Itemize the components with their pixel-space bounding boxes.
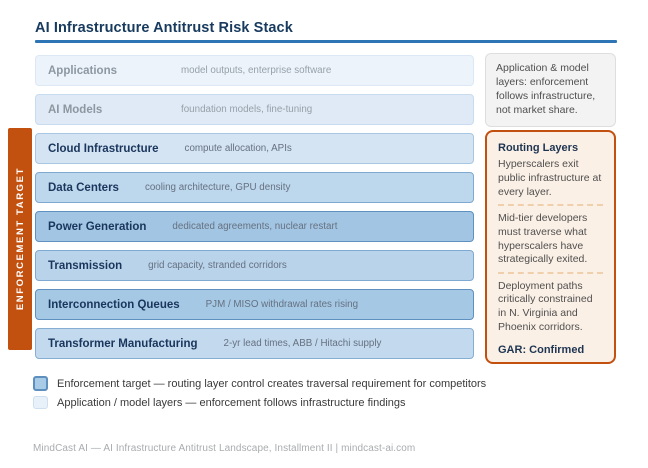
layer-name: Cloud Infrastructure — [48, 142, 159, 155]
stack-layer-interconnection-queues: Interconnection Queues PJM / MISO withdr… — [35, 289, 474, 320]
layer-sublabel: PJM / MISO withdrawal rates rising — [205, 299, 359, 310]
legend-swatch-enforcement-target — [33, 376, 48, 391]
layer-sublabel: model outputs, enterprise software — [181, 65, 332, 76]
layer-name: AI Models — [48, 103, 103, 116]
legend-row-application: Application / model layers — enforcement… — [33, 396, 486, 409]
stack-layer-applications: Applications model outputs, enterprise s… — [35, 55, 474, 86]
layer-sublabel: foundation models, fine-tuning — [181, 104, 313, 115]
layer-name: Applications — [48, 64, 118, 77]
routing-para-deployment: Deployment paths critically constrained … — [498, 279, 593, 333]
stack-layer-transformer-manufacturing: Transformer Manufacturing 2-yr lead time… — [35, 328, 474, 359]
dashed-divider — [498, 204, 603, 207]
dashed-divider — [498, 271, 603, 274]
legend-swatch-application-layers — [33, 396, 48, 409]
layer-sublabel: grid capacity, stranded corridors — [148, 260, 287, 271]
enforcement-target-label: ENFORCEMENT TARGET — [14, 167, 26, 311]
layer-name: Transformer Manufacturing — [48, 337, 198, 350]
layer-sublabel: compute allocation, APIs — [184, 143, 292, 154]
page-title: AI Infrastructure Antitrust Risk Stack — [35, 20, 293, 36]
title-underline — [35, 40, 617, 43]
legend-label: Enforcement target — routing layer contr… — [57, 377, 487, 390]
layer-name: Transmission — [48, 259, 123, 272]
layer-sublabel: dedicated agreements, nuclear restart — [172, 221, 338, 232]
app-model-note-callout: Application & model layers: enforcement … — [485, 53, 616, 127]
gar-status: GAR: Confirmed — [498, 344, 585, 357]
risk-stack: Applications model outputs, enterprise s… — [35, 55, 474, 359]
stack-layer-data-centers: Data Centers cooling architecture, GPU d… — [35, 172, 474, 203]
stack-layer-cloud-infrastructure: Cloud Infrastructure compute allocation,… — [35, 133, 474, 164]
layer-name: Data Centers — [48, 181, 119, 194]
layer-name: Interconnection Queues — [48, 298, 180, 311]
legend-label: Application / model layers — enforcement… — [57, 396, 406, 409]
stack-layer-power-generation: Power Generation dedicated agreements, n… — [35, 211, 474, 242]
footer-credit: MindCast AI — AI Infrastructure Antitrus… — [33, 443, 416, 454]
stack-layer-ai-models: AI Models foundation models, fine-tuning — [35, 94, 474, 125]
stack-layer-transmission: Transmission grid capacity, stranded cor… — [35, 250, 474, 281]
enforcement-target-band: ENFORCEMENT TARGET — [8, 128, 32, 350]
layer-name: Power Generation — [48, 220, 147, 233]
layer-sublabel: 2-yr lead times, ABB / Hitachi supply — [223, 338, 382, 349]
routing-layers-heading: Routing Layers — [498, 142, 579, 154]
legend-row-enforcement: Enforcement target — routing layer contr… — [33, 376, 486, 391]
legend: Enforcement target — routing layer contr… — [33, 376, 486, 414]
layer-sublabel: cooling architecture, GPU density — [144, 182, 291, 193]
routing-para-mid-tier: Mid-tier developers must traverse what h… — [498, 212, 588, 266]
routing-para-hyperscalers: Hyperscalers exit public infrastructure … — [498, 158, 602, 198]
app-model-note-text: Application & model layers: enforcement … — [496, 62, 596, 116]
routing-layers-callout: Routing Layers Hyperscalers exit public … — [485, 130, 616, 364]
